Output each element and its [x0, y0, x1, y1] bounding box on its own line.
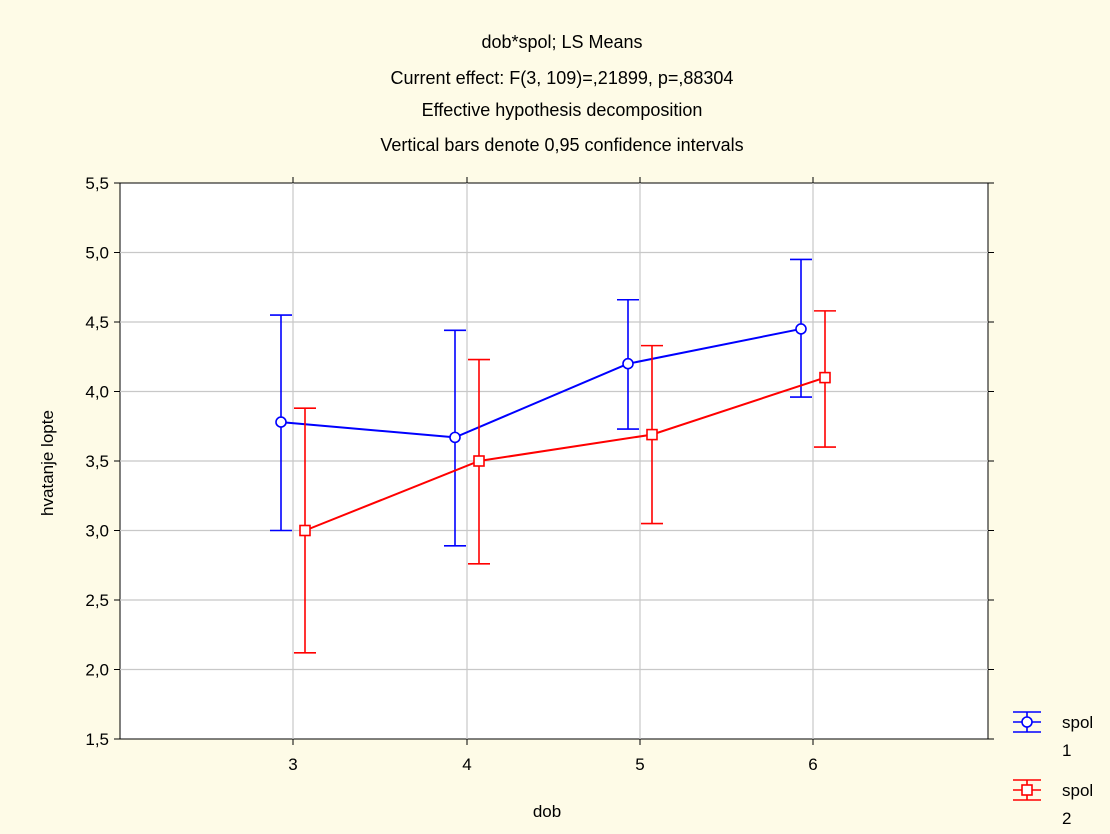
y-tick-label: 3,0	[85, 522, 109, 541]
legend-title-text: spol	[1062, 713, 1093, 732]
data-point	[299, 524, 311, 537]
y-tick-label: 5,0	[85, 244, 109, 263]
legend-marker	[1021, 784, 1033, 796]
data-point	[473, 455, 485, 467]
grid	[120, 183, 988, 739]
y-tick-label: 5,5	[85, 174, 109, 193]
legend-series-name: 2	[1062, 809, 1071, 828]
legend: spol 1 spol 2	[1013, 711, 1093, 828]
series-2	[294, 310, 836, 654]
x-axis: 3 4 5 6	[288, 177, 818, 774]
x-axis-label: dob	[533, 802, 561, 821]
title-line-3: Effective hypothesis decomposition	[422, 100, 703, 120]
chart-title: dob*spol; LS Means Current effect: F(3, …	[380, 32, 743, 155]
y-tick-label: 2,0	[85, 661, 109, 680]
title-line-4: Vertical bars denote 0,95 confidence int…	[380, 135, 743, 155]
x-tick-label: 4	[462, 755, 471, 774]
legend-item-2: spol 2	[1013, 779, 1093, 828]
data-point	[449, 431, 461, 444]
x-tick-label: 5	[635, 755, 644, 774]
legend-series-name: 1	[1062, 741, 1071, 760]
x-tick-label: 6	[808, 755, 817, 774]
y-tick-label: 1,5	[85, 730, 109, 749]
y-tick-label: 4,0	[85, 383, 109, 402]
data-point	[646, 428, 658, 441]
data-point	[275, 416, 287, 428]
title-line-2: Current effect: F(3, 109)=,21899, p=,883…	[391, 68, 734, 88]
y-tick-label: 4,5	[85, 313, 109, 332]
legend-title-text: spol	[1062, 781, 1093, 800]
data-point	[819, 371, 831, 384]
y-axis-label: hvatanje lopte	[38, 410, 57, 516]
legend-marker	[1021, 716, 1033, 728]
series-line	[280, 327, 802, 439]
title-line-1: dob*spol; LS Means	[481, 32, 642, 52]
series-1	[270, 258, 812, 547]
legend-item-1: spol 1	[1013, 711, 1093, 760]
data-point	[622, 357, 634, 370]
y-tick-label: 3,5	[85, 452, 109, 471]
y-tick-label: 2,5	[85, 591, 109, 610]
x-tick-label: 3	[288, 755, 297, 774]
y-axis: 1,5 2,0 2,5 3,0 3,5 4,0 4,5 5,0 5,5	[85, 174, 994, 749]
data-point	[795, 323, 807, 335]
series-line	[304, 376, 826, 532]
series-layer	[270, 258, 836, 654]
